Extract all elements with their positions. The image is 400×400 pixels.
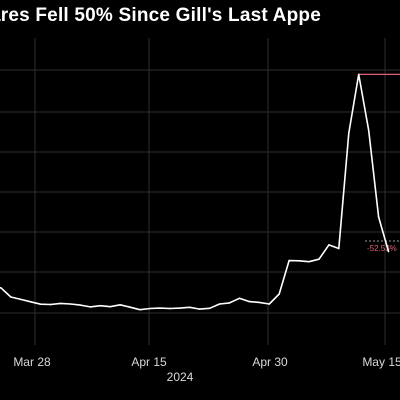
series-layer	[0, 73, 390, 311]
data-point	[367, 129, 370, 132]
data-point	[10, 296, 12, 298]
gridlines	[0, 38, 400, 345]
data-point	[278, 293, 281, 295]
data-point	[109, 305, 112, 308]
data-point	[188, 306, 191, 309]
data-point	[29, 300, 32, 303]
data-point	[159, 307, 161, 309]
data-point	[328, 244, 330, 246]
data-point	[19, 298, 22, 301]
data-point	[39, 303, 42, 305]
data-point	[377, 216, 380, 218]
data-point	[357, 73, 360, 76]
data-point	[119, 303, 121, 306]
data-point	[69, 303, 72, 305]
data-point	[218, 303, 221, 305]
drop-percent-label: -52.53%	[367, 244, 397, 253]
series-line	[0, 73, 390, 311]
data-point	[268, 303, 271, 305]
data-point	[238, 297, 241, 300]
data-point	[338, 247, 340, 250]
x-tick-label: Apr 30	[252, 355, 288, 369]
data-point	[308, 260, 310, 263]
data-point	[258, 301, 261, 304]
x-axis-year-label: 2024	[167, 370, 194, 384]
data-point	[288, 259, 290, 262]
x-tick-label: May 15	[362, 355, 400, 369]
data-point	[318, 258, 320, 260]
data-point	[179, 307, 181, 309]
data-point	[49, 303, 52, 306]
data-point	[387, 250, 390, 253]
data-point	[139, 308, 141, 311]
x-tick-label: Mar 28	[13, 355, 51, 369]
data-point	[169, 307, 171, 310]
data-point	[59, 302, 62, 305]
data-point	[298, 259, 300, 262]
data-point	[149, 307, 151, 310]
annotations: -52.53%	[358, 73, 400, 253]
data-point	[0, 286, 2, 289]
data-point	[89, 306, 92, 308]
data-point	[347, 132, 350, 134]
data-point	[99, 304, 102, 307]
data-point	[208, 307, 211, 310]
x-tick-label: Apr 15	[131, 355, 167, 369]
data-point	[198, 308, 201, 310]
chart-title-text: ares Fell 50% Since Gill's Last Appe	[0, 5, 321, 26]
data-point	[129, 306, 131, 308]
chart-title: ares Fell 50% Since Gill's Last Appe	[0, 0, 400, 32]
x-axis-ticks: Mar 28 Apr 15 Apr 30 May 15	[13, 355, 400, 369]
data-point	[248, 300, 251, 303]
data-point	[79, 304, 82, 306]
data-point	[228, 302, 231, 304]
